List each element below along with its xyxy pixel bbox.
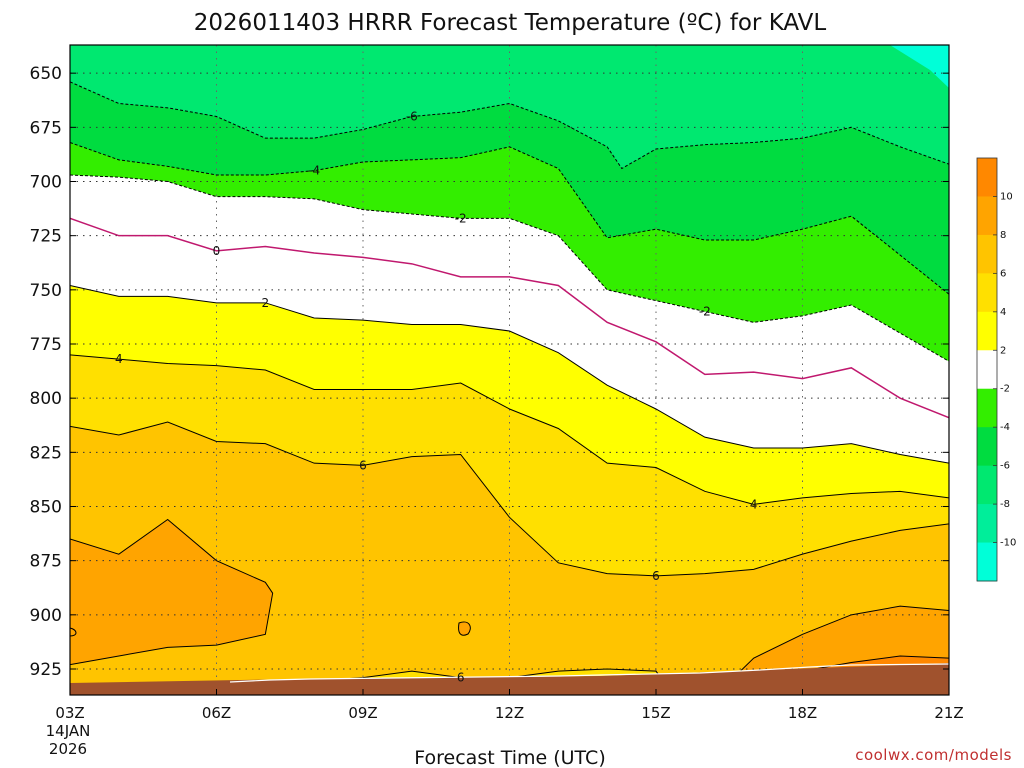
colorbar-swatch-10: [977, 542, 997, 582]
colorbar-swatch-8: [977, 465, 997, 505]
x-axis-title: Forecast Time (UTC): [414, 747, 605, 768]
contour-line-9: [728, 605, 949, 683]
x-tick-18Z: 18Z: [788, 704, 817, 722]
y-tick-825: 825: [30, 443, 62, 463]
x-tick-09Z: 09Z: [348, 704, 377, 722]
x-tick-15Z: 15Z: [641, 704, 670, 722]
y-tick-900: 900: [30, 606, 62, 626]
contour-label-3: -2: [699, 305, 711, 319]
colorbar-frame: [976, 157, 998, 582]
y-tick-775: 775: [30, 335, 62, 355]
y-tick-850: 850: [30, 498, 62, 518]
y-tick-650: 650: [30, 64, 62, 84]
colorbar-swatch-4: [977, 311, 997, 351]
x-axis: 03Z 06Z 09Z 12Z 15Z 18Z 21Z: [55, 689, 964, 722]
x-tick-21Z: 21Z: [934, 704, 963, 722]
gridlines: [70, 45, 949, 695]
small-closed-contour: [458, 621, 471, 636]
contour-label-6: 4: [115, 352, 123, 366]
colorbar-tick-8: -8: [1000, 499, 1010, 510]
contour-label-5: 2: [262, 296, 270, 310]
contour-label-4: 0: [213, 244, 221, 258]
contour-label-2: -2: [455, 211, 467, 225]
colorbar-swatch-2: [977, 234, 997, 274]
colorbar-tick-0: 10: [1000, 191, 1013, 202]
colorbar: 10 8 6 4 2 -2 -4 -6 -8 -10: [976, 157, 1016, 582]
y-axis: 650 675 700 725 750 775 800 825 850 875 900 925: [30, 64, 949, 680]
x-tick-06Z: 06Z: [202, 704, 231, 722]
ground-edge: [229, 663, 949, 683]
contour-label-9: 6: [457, 671, 465, 685]
colorbar-swatch-5: [977, 350, 997, 390]
contour-label-10: 4: [750, 497, 758, 511]
colorbar-swatch-3: [977, 273, 997, 313]
colorbar-tick-6: -4: [1000, 422, 1010, 433]
contour-label-7: 6: [359, 458, 367, 472]
colorbar-tick-2: 6: [1000, 268, 1006, 279]
colorbar-swatch-9: [977, 504, 997, 544]
contour-labels: -6 -4 -2 -2 0 2 4 6 6 6 4: [115, 110, 758, 685]
contour-label-0: -6: [406, 110, 418, 124]
colorbar-swatch-6: [977, 388, 997, 428]
contour-line-4: [70, 285, 949, 464]
contour-label-1: -4: [308, 164, 320, 178]
y-tick-700: 700: [30, 173, 62, 193]
colorbar-tick-7: -6: [1000, 461, 1010, 472]
colorbar-tick-9: -10: [1000, 538, 1016, 549]
x-tick-03Z: 03Z: [55, 704, 84, 722]
colorbar-swatch-1: [977, 196, 997, 236]
x-date-line1: 14JAN: [46, 722, 91, 740]
plot-area: [70, 45, 949, 695]
contour-line-0: [70, 81, 949, 170]
ground-area: [70, 663, 949, 695]
band-below-minus10: [890, 45, 949, 88]
contour-line-5: [70, 354, 949, 505]
colorbar-swatch-7: [977, 427, 997, 467]
credit-text: coolwx.com/models: [855, 746, 1012, 764]
contour-label-8: 6: [652, 569, 660, 583]
contour-line-3: [70, 217, 949, 419]
y-tick-800: 800: [30, 389, 62, 409]
x-tick-12Z: 12Z: [495, 704, 524, 722]
colorbar-swatch-0: [977, 158, 997, 197]
colorbar-tick-3: 4: [1000, 307, 1006, 318]
contour-line-6: [70, 421, 949, 577]
chart-title: 2026011403 HRRR Forecast Temperature (ºC…: [194, 10, 827, 36]
y-tick-725: 725: [30, 227, 62, 247]
contour-line-1: [70, 142, 949, 295]
x-date-line2: 2026: [49, 740, 87, 758]
y-tick-750: 750: [30, 281, 62, 301]
colorbar-tick-4: 2: [1000, 345, 1006, 356]
y-tick-875: 875: [30, 552, 62, 572]
contour-line-7: [70, 518, 274, 666]
y-tick-675: 675: [30, 118, 62, 138]
y-tick-925: 925: [30, 660, 62, 680]
colorbar-tick-5: -2: [1000, 384, 1010, 395]
contour-line-2: [70, 174, 949, 362]
band-8-to-10-left: [70, 519, 273, 665]
colorbar-tick-1: 8: [1000, 230, 1006, 241]
edge-closed-contour: [70, 627, 77, 637]
